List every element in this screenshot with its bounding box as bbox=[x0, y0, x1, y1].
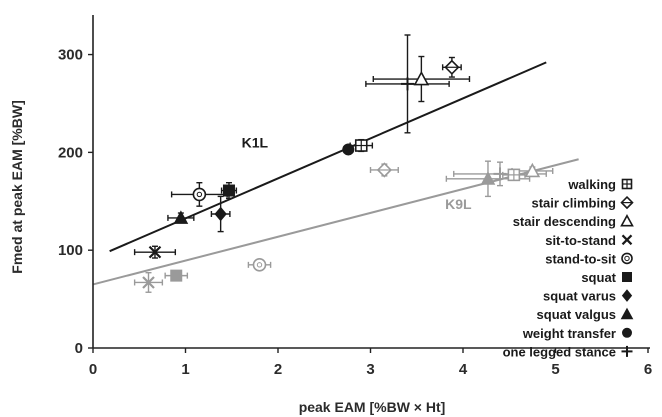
x-tick-label: 3 bbox=[366, 361, 374, 378]
series-label-k1l: K1L bbox=[242, 134, 269, 150]
x-tick-label: 4 bbox=[459, 361, 468, 378]
x-tick-label: 5 bbox=[551, 361, 559, 378]
x-tick-label: 2 bbox=[274, 361, 282, 378]
legend-marker-squat-varus bbox=[621, 289, 633, 302]
point-k1l-squat bbox=[222, 184, 235, 197]
legend-item-sit-to-stand: sit-to-stand bbox=[545, 233, 633, 248]
point-k1l-walking bbox=[354, 139, 368, 152]
legend-marker-weight-transfer bbox=[622, 327, 632, 338]
legend-marker-sit-to-stand bbox=[621, 234, 633, 246]
point-k9l-stair-descending bbox=[524, 162, 541, 178]
x-tick-label: 1 bbox=[181, 361, 189, 378]
point-k9l-one-legged-stance bbox=[493, 167, 507, 181]
axes: 0 1 2 3 4 5 6 0 100 200 300 bbox=[58, 15, 652, 378]
y-axis-title: Fmed at peak EAM [%BW] bbox=[9, 100, 25, 273]
fit-line-k9l bbox=[92, 158, 579, 286]
point-k1l-sit-to-stand bbox=[148, 245, 162, 259]
legend-label: stand-to-sit bbox=[545, 251, 616, 266]
legend-item-one-legged-stance: one legged stance bbox=[503, 344, 633, 359]
point-k1l-stand-to-sit bbox=[192, 187, 207, 202]
series-label-k9l: K9L bbox=[445, 196, 472, 212]
legend-marker-stair-descending bbox=[620, 214, 634, 227]
legend-label: sit-to-stand bbox=[545, 233, 616, 248]
point-k9l-sit-to-stand bbox=[142, 276, 155, 289]
point-k1l-stair-climbing bbox=[444, 59, 460, 75]
y-tick-label: 300 bbox=[58, 47, 83, 64]
x-tick-label: 0 bbox=[89, 361, 97, 378]
legend-item-squat: squat bbox=[581, 270, 632, 285]
legend-label: squat valgus bbox=[537, 307, 616, 322]
legend-item-walking: walking bbox=[567, 177, 633, 192]
point-k1l-weight-transfer bbox=[342, 143, 355, 156]
y-tick-label: 0 bbox=[75, 340, 83, 357]
legend: walking stair climbing stair descending sit… bbox=[503, 177, 634, 359]
legend-marker-squat-valgus bbox=[620, 307, 634, 320]
point-k9l-walking bbox=[507, 168, 521, 182]
legend-label: weight transfer bbox=[522, 326, 616, 341]
legend-label: squat varus bbox=[543, 289, 616, 304]
legend-marker-one-legged-stance bbox=[621, 345, 633, 357]
x-tick-label: 6 bbox=[644, 361, 652, 378]
point-k1l-one-legged-stance bbox=[401, 77, 414, 91]
legend-label: squat bbox=[581, 270, 616, 285]
legend-item-squat-valgus: squat valgus bbox=[537, 307, 634, 322]
point-k1l-squat-valgus bbox=[173, 210, 189, 224]
legend-marker-stair-climbing bbox=[620, 195, 634, 210]
legend-label: stair descending bbox=[513, 214, 616, 229]
legend-item-stair-climbing: stair climbing bbox=[531, 195, 634, 211]
legend-label: walking bbox=[567, 177, 616, 192]
y-tick-label: 100 bbox=[58, 242, 83, 259]
data-points bbox=[142, 59, 541, 289]
legend-marker-walking bbox=[621, 178, 633, 190]
legend-marker-squat bbox=[622, 272, 632, 282]
legend-label: stair climbing bbox=[531, 196, 616, 211]
legend-item-weight-transfer: weight transfer bbox=[522, 326, 632, 341]
legend-item-squat-varus: squat varus bbox=[543, 289, 633, 304]
point-k9l-stair-climbing bbox=[376, 162, 393, 178]
legend-item-stand-to-sit: stand-to-sit bbox=[545, 251, 633, 266]
point-k9l-squat-valgus bbox=[480, 171, 496, 185]
point-k1l-stair-descending bbox=[413, 70, 430, 86]
legend-item-stair-descending: stair descending bbox=[513, 214, 634, 229]
series-labels: K1L K9L bbox=[242, 134, 472, 212]
error-bars bbox=[133, 34, 554, 293]
legend-marker-stand-to-sit bbox=[621, 252, 633, 265]
legend-label: one legged stance bbox=[503, 344, 616, 359]
point-k9l-stand-to-sit bbox=[252, 258, 267, 272]
x-axis-title: peak EAM [%BW × Ht] bbox=[299, 399, 446, 415]
point-k9l-squat bbox=[170, 269, 183, 282]
y-tick-label: 200 bbox=[58, 144, 83, 161]
point-k1l-squat-varus bbox=[214, 206, 227, 222]
